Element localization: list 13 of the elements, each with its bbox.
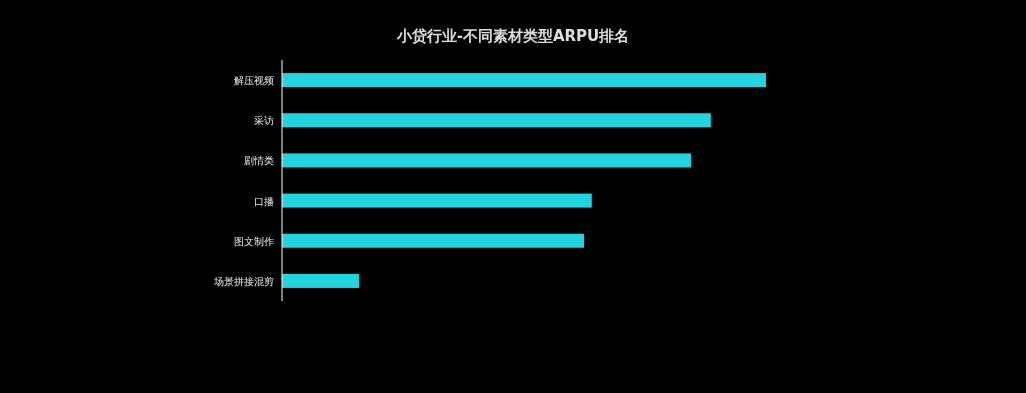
bar xyxy=(282,73,766,88)
bar xyxy=(282,233,585,248)
y-tick-label: 解压视频 xyxy=(234,75,274,87)
bar xyxy=(282,193,592,208)
y-tick-label: 剧情类 xyxy=(244,155,274,167)
y-tick-label: 采访 xyxy=(254,115,274,127)
y-tick-label: 图文制作 xyxy=(234,235,274,247)
chart-title: 小贷行业-不同素材类型ARPU排名 xyxy=(395,27,630,45)
y-tick-label: 口播 xyxy=(254,195,274,207)
bar xyxy=(282,153,691,168)
bar xyxy=(282,113,711,128)
bar xyxy=(282,273,359,288)
y-tick-label: 场景拼接混剪 xyxy=(213,275,274,287)
